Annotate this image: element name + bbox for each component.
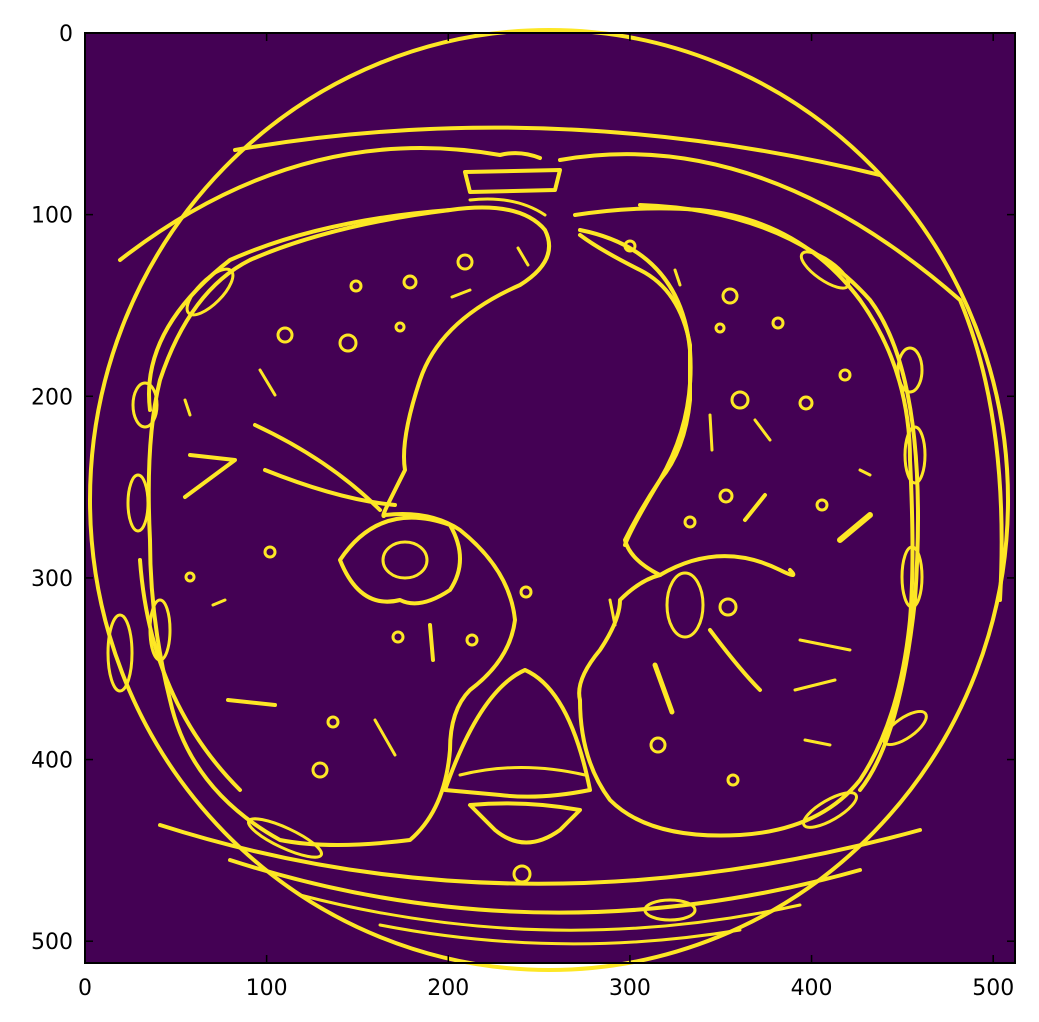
x-axis: 0 100 200 300 400 500 [78, 33, 1014, 1001]
rib [185, 267, 235, 317]
edge-map [88, 28, 1010, 972]
y-tick-label: 0 [59, 22, 73, 47]
y-tick-label: 200 [31, 385, 73, 410]
right-hilum [658, 554, 796, 577]
anterior-fat-contour [233, 125, 882, 177]
rib [903, 425, 927, 485]
inner-chest-wall-lower-left [138, 558, 242, 792]
x-tick-label: 300 [609, 976, 651, 1001]
posterior-fat-layer-1 [158, 823, 922, 886]
rib [643, 898, 697, 922]
inner-chest-wall-right [638, 203, 920, 792]
left-hilum-vessel [381, 540, 429, 580]
sternum [463, 168, 562, 194]
axes-frame [84, 32, 1016, 964]
inner-chest-wall-left [147, 208, 452, 412]
rib [896, 346, 924, 394]
rib [126, 473, 150, 533]
left-bronchus-branch [263, 468, 397, 507]
vertebra-upper-edge [458, 766, 587, 777]
anterior-muscle-right [558, 152, 1004, 602]
right-lung-boundary [573, 206, 915, 838]
lung-vessels [183, 239, 873, 787]
y-tick-label: 100 [31, 204, 73, 229]
rib [131, 381, 159, 429]
posterior-fat-layer-2 [228, 858, 862, 915]
y-tick-label: 300 [31, 567, 73, 592]
x-tick-label: 0 [78, 976, 92, 1001]
y-tick-label: 500 [31, 930, 73, 955]
rib [900, 545, 924, 609]
rib [148, 598, 172, 662]
rib [247, 817, 323, 859]
right-bronchus [708, 628, 762, 692]
right-hilum-vessel [665, 571, 705, 639]
posterior-fat-layer-3 [298, 893, 802, 932]
x-tick-label: 500 [972, 976, 1014, 1001]
sternum-edge [468, 197, 547, 217]
left-bronchus [253, 423, 382, 512]
y-tick-label: 400 [31, 749, 73, 774]
vertebral-body [443, 668, 592, 799]
skin-outer-contour [88, 28, 1010, 972]
spinous-process [468, 801, 582, 845]
rib [799, 250, 851, 290]
heart-right-border [578, 228, 693, 547]
x-tick-label: 200 [427, 976, 469, 1001]
plot-area [84, 28, 1016, 972]
anterior-muscle-left [118, 146, 542, 262]
rib [882, 709, 928, 747]
y-axis: 0 100 200 300 400 500 [31, 22, 1015, 955]
x-tick-label: 100 [246, 976, 288, 1001]
left-hilum [338, 515, 462, 606]
rib [106, 613, 134, 693]
rib [802, 791, 858, 829]
posterior-fat-layer-4 [378, 923, 742, 946]
x-tick-label: 400 [791, 976, 833, 1001]
